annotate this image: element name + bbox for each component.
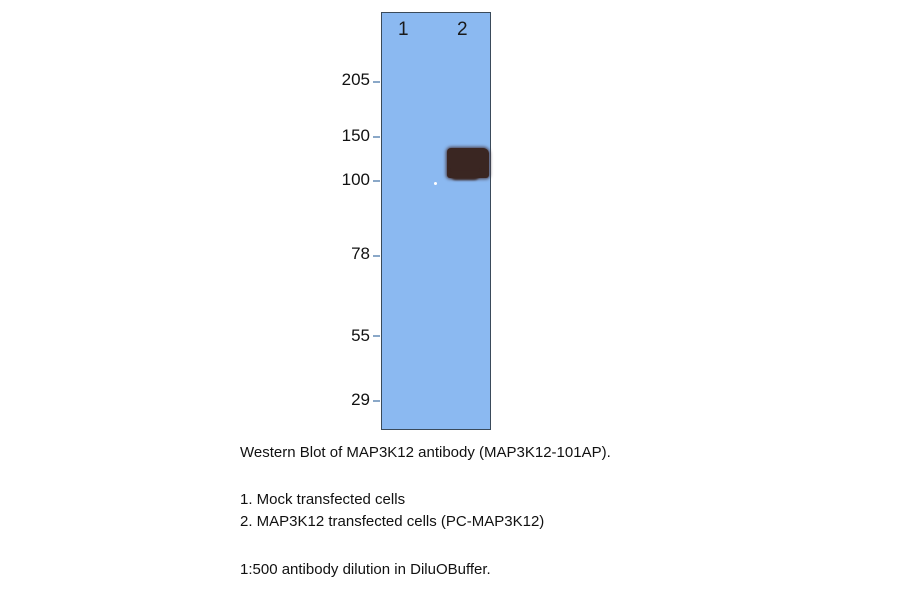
caption-lane-1: 1. Mock transfected cells bbox=[240, 491, 406, 508]
marker-tick bbox=[373, 136, 380, 138]
caption-title: Western Blot of MAP3K12 antibody (MAP3K1… bbox=[240, 444, 611, 461]
marker-29: 29 bbox=[351, 390, 370, 409]
marker-tick bbox=[373, 400, 380, 402]
marker-tick bbox=[373, 180, 380, 182]
western-blot-membrane: 1 2 bbox=[381, 12, 491, 430]
lane-label-2: 2 bbox=[457, 19, 468, 40]
marker-100: 100 bbox=[341, 170, 370, 189]
marker-tick bbox=[373, 255, 380, 257]
marker-55: 55 bbox=[351, 326, 370, 345]
marker-tick bbox=[373, 335, 380, 337]
membrane-speck bbox=[434, 182, 437, 185]
caption-dilution: 1:500 antibody dilution in DiluOBuffer. bbox=[240, 561, 491, 578]
marker-150: 150 bbox=[341, 126, 370, 145]
marker-205: 205 bbox=[341, 70, 370, 89]
caption-lane-2: 2. MAP3K12 transfected cells (PC-MAP3K12… bbox=[240, 513, 545, 530]
protein-band-lane-2 bbox=[447, 148, 489, 178]
marker-tick bbox=[373, 81, 380, 83]
lane-label-1: 1 bbox=[398, 19, 409, 40]
marker-78: 78 bbox=[351, 244, 370, 263]
